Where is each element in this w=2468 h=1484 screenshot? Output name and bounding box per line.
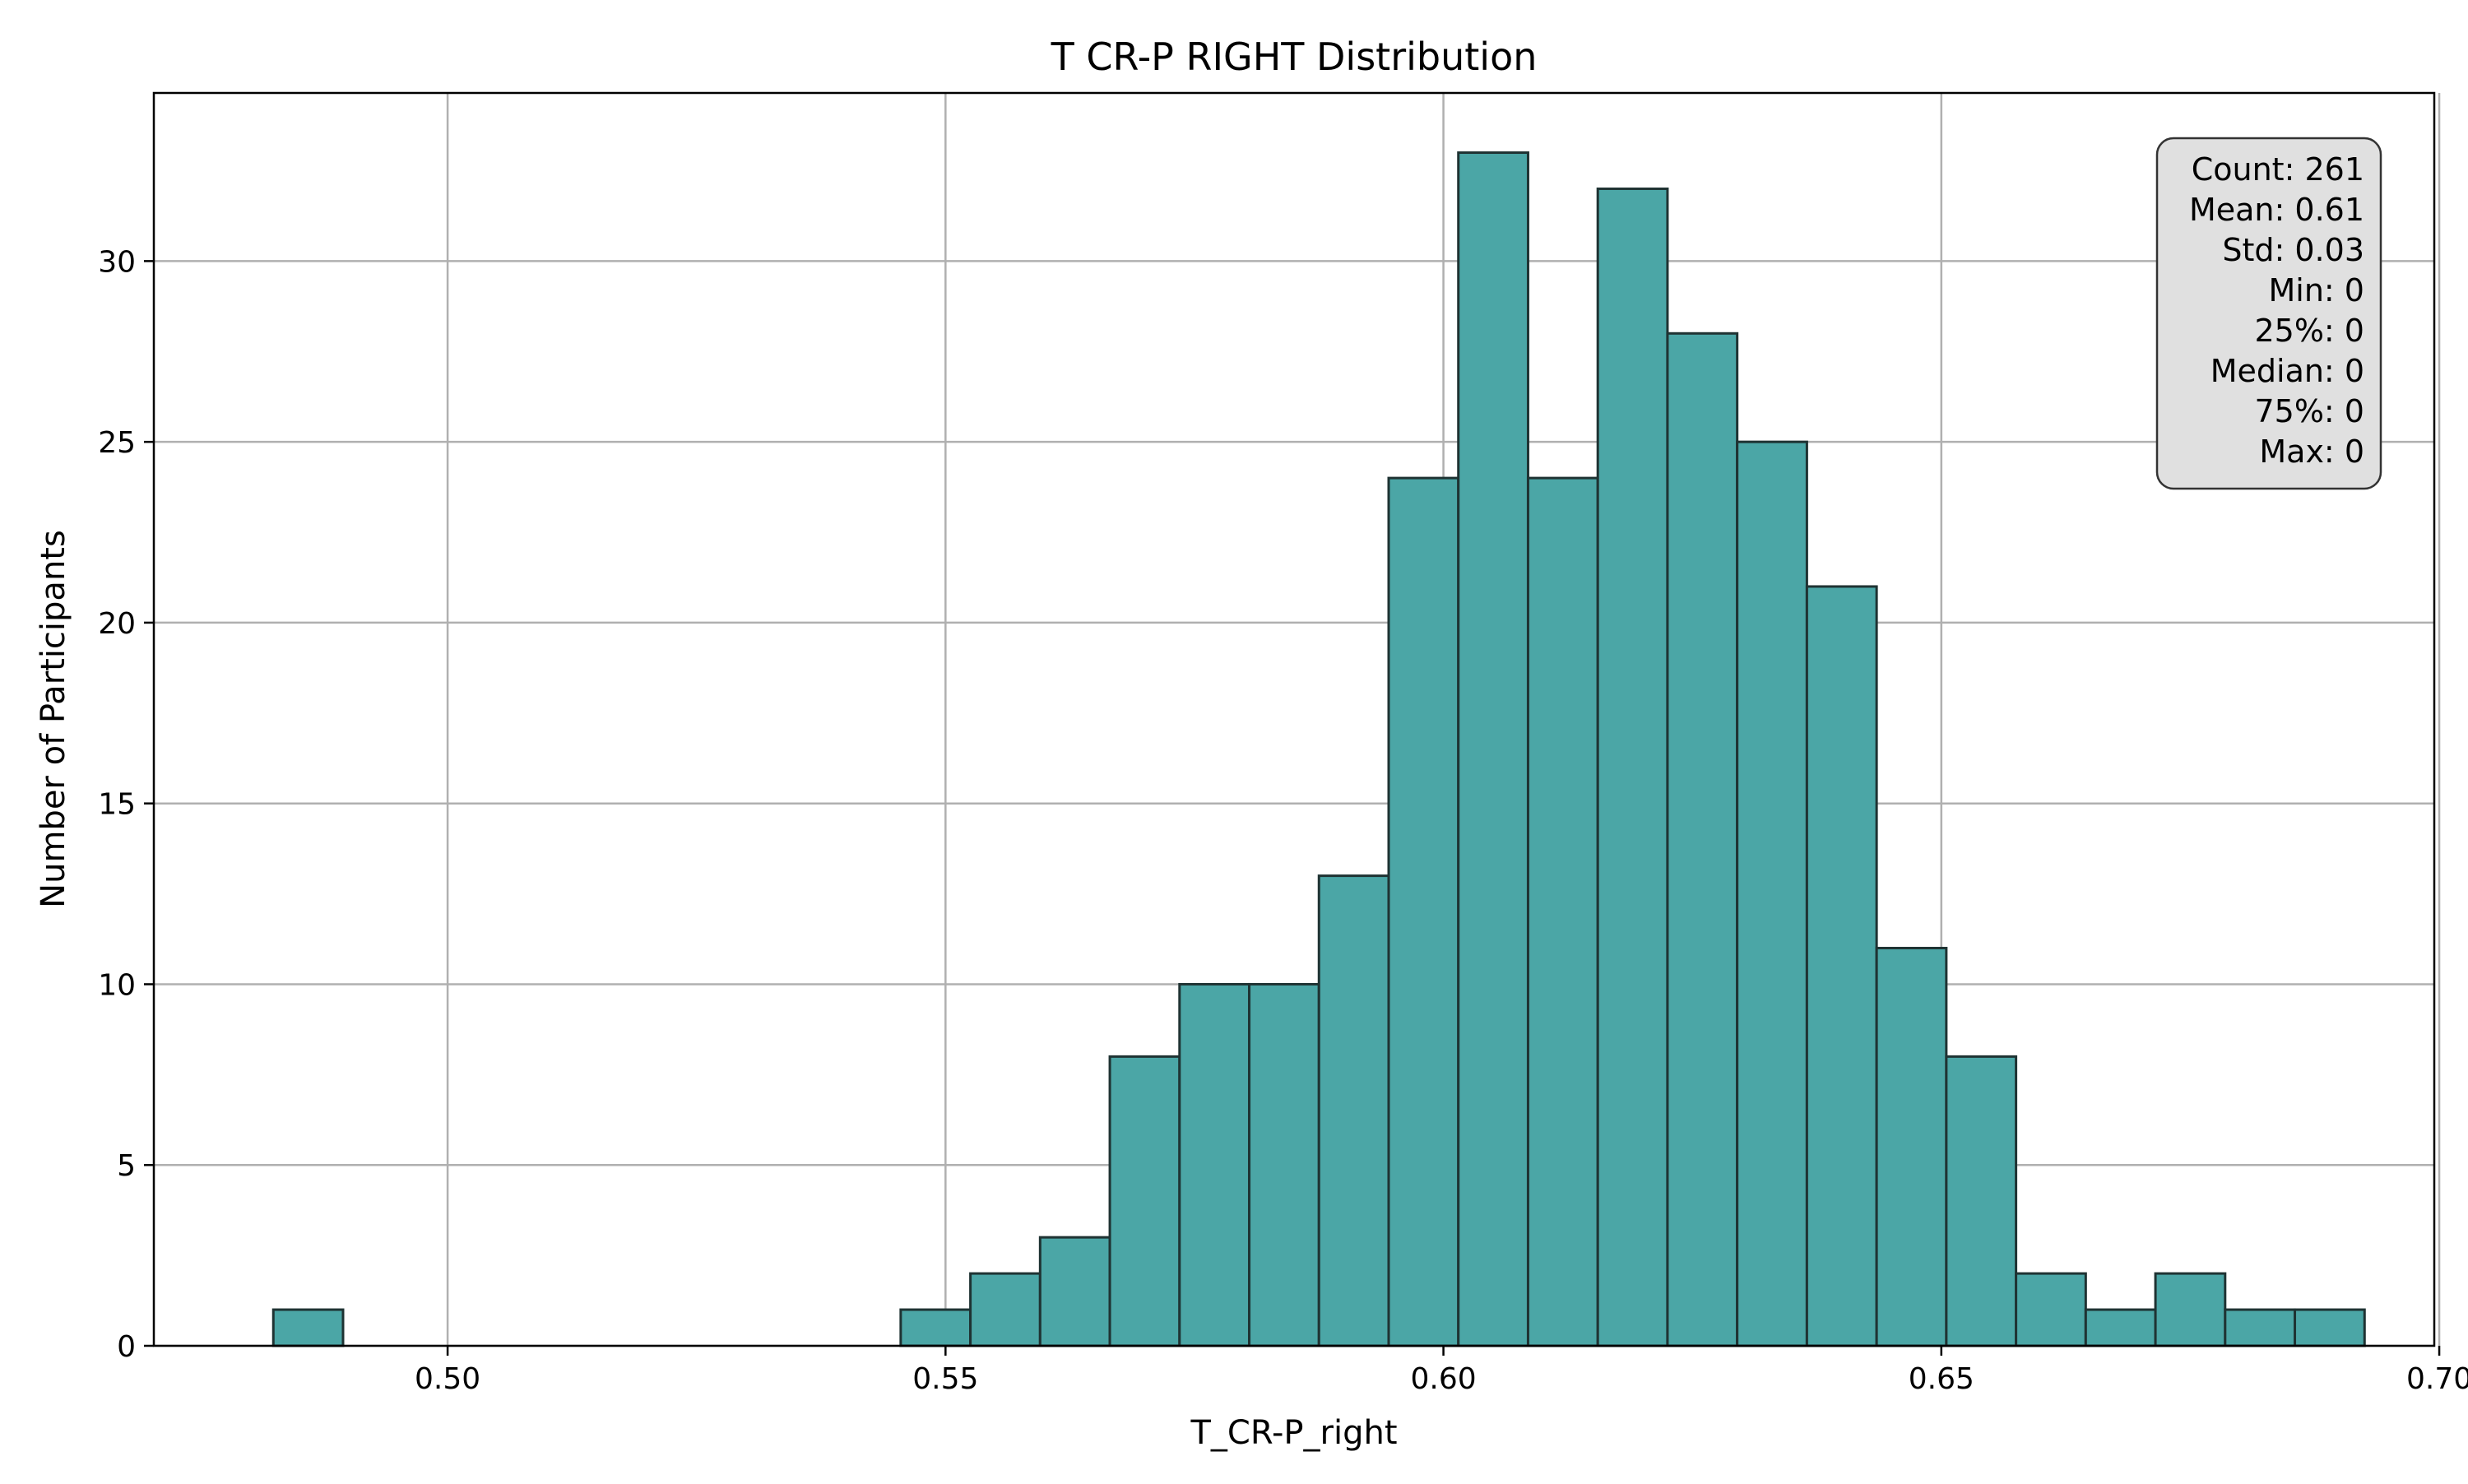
stat-count: Count: 261 (2192, 151, 2364, 188)
histogram-bar (969, 1272, 1041, 1347)
y-tick-label: 10 (98, 968, 136, 1002)
bars-layer (271, 151, 2366, 1347)
plot-frame (152, 91, 2436, 1347)
histogram-bar (1387, 476, 1460, 1347)
histogram-bar (2084, 1308, 2157, 1347)
histogram-bar (2154, 1272, 2227, 1347)
stat-mean: Mean: 0.61 (2189, 192, 2364, 228)
stat-median: Median: 0 (2211, 353, 2364, 389)
histogram-bar (1457, 151, 1529, 1347)
x-tick-label: 0.55 (912, 1362, 978, 1396)
histogram-bar (271, 1308, 345, 1347)
histogram-bar (2015, 1272, 2087, 1347)
stat-max: Max: 0 (2259, 434, 2364, 470)
y-tick-label: 15 (98, 788, 136, 822)
histogram-bar (1666, 332, 1739, 1347)
y-tick-label: 30 (98, 245, 136, 279)
y-tick-label: 0 (117, 1330, 136, 1364)
histogram-bar (1178, 982, 1251, 1347)
x-tick-label: 0.50 (415, 1362, 480, 1396)
x-axis-label: T_CR-P_right (1190, 1414, 1397, 1452)
stat-std: Std: 0.03 (2222, 232, 2364, 268)
histogram-bar (1596, 187, 1669, 1347)
histogram-bar (1805, 585, 1878, 1347)
histogram-bar (1875, 947, 1948, 1347)
y-axis-ticks: 0 5 10 15 20 25 30 (98, 245, 154, 1364)
y-tick-label: 25 (98, 426, 136, 460)
y-tick-label: 20 (98, 607, 136, 641)
chart-title: T CR-P RIGHT Distribution (1051, 35, 1538, 79)
y-axis-label: Number of Participants (35, 530, 72, 908)
y-tick-label: 5 (117, 1149, 136, 1183)
stat-q75: 75%: 0 (2254, 393, 2364, 429)
histogram-bar (1248, 982, 1320, 1347)
histogram-bar (1736, 440, 1808, 1347)
histogram-bar (2294, 1308, 2366, 1347)
histogram-bar (899, 1308, 972, 1347)
histogram-bar (1526, 476, 1599, 1347)
histogram-bar (1108, 1055, 1181, 1347)
histogram-bar (1038, 1236, 1111, 1347)
x-tick-label: 0.65 (1909, 1362, 1974, 1396)
x-tick-label: 0.60 (1410, 1362, 1476, 1396)
stats-box-background (2155, 137, 2382, 490)
histogram-bar (1317, 874, 1390, 1347)
stat-q25: 25%: 0 (2254, 313, 2364, 349)
stats-box: Count: 261 Mean: 0.61 Std: 0.03 Min: 0 2… (2155, 137, 2382, 490)
x-axis-ticks: 0.50 0.55 0.60 0.65 0.70 (415, 1346, 2468, 1396)
x-tick-label: 0.70 (2406, 1362, 2468, 1396)
histogram-bar (1945, 1055, 2018, 1347)
histogram-bar (2224, 1308, 2297, 1347)
stat-min: Min: 0 (2269, 272, 2365, 308)
